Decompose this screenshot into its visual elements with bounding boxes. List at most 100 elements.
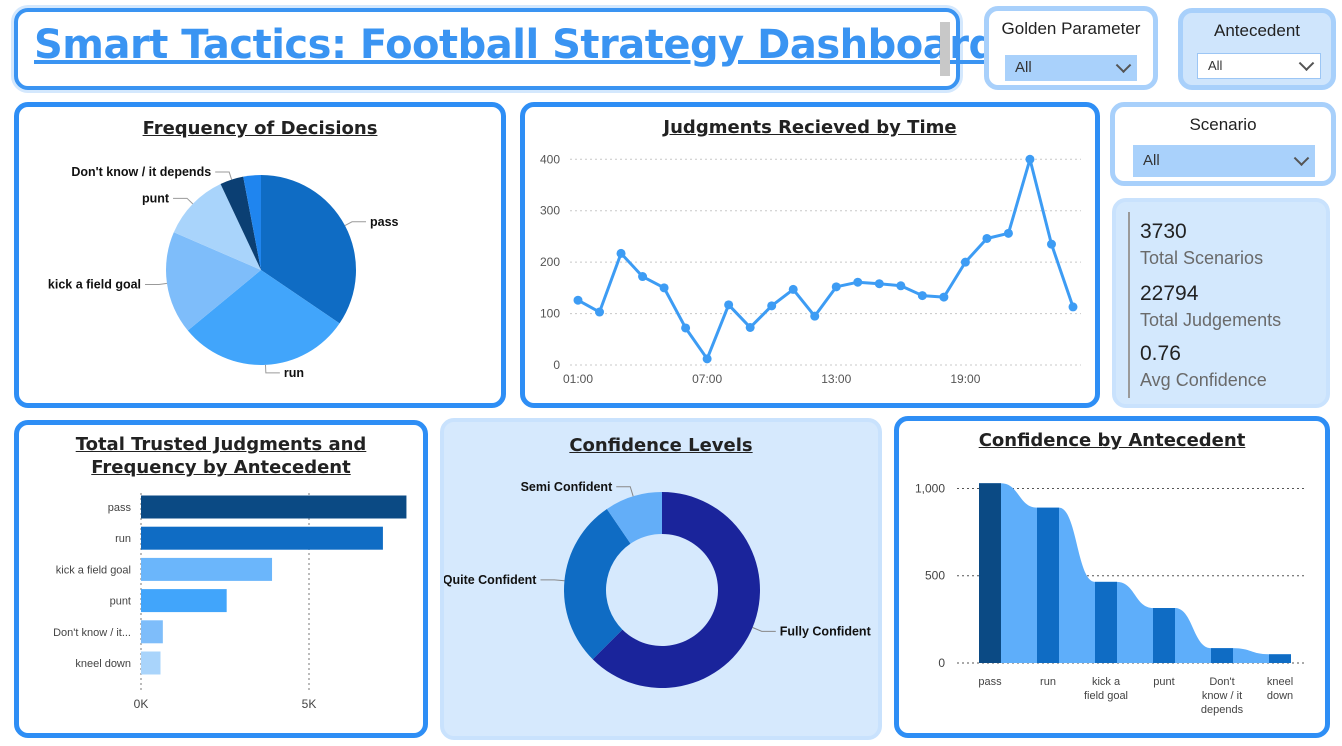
leader-line bbox=[145, 282, 168, 286]
confidence-chart-title: Confidence Levels bbox=[569, 435, 753, 456]
trusted-bar-chart[interactable]: 0K 5K pass run kick a field goal punt Don't kn… bbox=[19, 425, 423, 733]
antecedent-dropdown[interactable]: All bbox=[1197, 53, 1321, 79]
kpi-avg-confidence-label: Avg Confidence bbox=[1140, 370, 1267, 390]
column-don-t-know-it-depends bbox=[1211, 648, 1233, 663]
dashboard-title-card: Smart Tactics: Football Strategy Dashboa… bbox=[14, 8, 997, 90]
y-tick-label: 400 bbox=[540, 152, 560, 166]
y-tick-label: 1,000 bbox=[915, 481, 945, 495]
antecedent-ribbon-chart[interactable]: 0 500 1,000 pass run kick a field goal punt Don'… bbox=[899, 421, 1325, 733]
data-point bbox=[874, 279, 884, 289]
frequency-chart-title: Frequency of Decisions bbox=[142, 118, 378, 139]
antecedent-title: Antecedent bbox=[1213, 21, 1300, 40]
pie-slice-other bbox=[243, 175, 261, 270]
trusted-chart-title: Total Trusted Judgments and Frequency by… bbox=[75, 434, 367, 478]
scenario-slicer: Scenario All bbox=[1110, 102, 1336, 186]
category-label: kick a bbox=[1092, 676, 1121, 688]
slice-label-fully-confident: Fully Confident bbox=[780, 624, 872, 638]
x-tick-label: 01:00 bbox=[563, 372, 593, 386]
x-tick-label: 13:00 bbox=[821, 372, 851, 386]
category-label: run bbox=[115, 533, 131, 545]
slice-label-punt: punt bbox=[142, 191, 170, 205]
data-point bbox=[788, 284, 798, 294]
data-point bbox=[896, 281, 906, 291]
data-point bbox=[1068, 302, 1078, 312]
pie-slice-kick-a-field-goal bbox=[166, 232, 261, 331]
bar-don-t-know-it bbox=[141, 620, 163, 644]
category-label: punt bbox=[1153, 676, 1174, 688]
y-tick-label: 100 bbox=[540, 307, 560, 321]
data-point bbox=[853, 277, 863, 287]
donut-slice-semi-confident bbox=[606, 492, 662, 544]
data-point bbox=[573, 295, 583, 305]
y-tick-label: 0 bbox=[938, 656, 945, 670]
antecedent-value: All bbox=[1208, 58, 1223, 73]
category-label: kneel bbox=[1267, 676, 1293, 688]
leader-line bbox=[752, 627, 776, 632]
leader-line bbox=[264, 364, 280, 374]
slice-label-don-t-know-it-depends: Don't know / it depends bbox=[71, 165, 211, 179]
data-point bbox=[724, 300, 734, 310]
ribbon-area bbox=[979, 483, 1291, 663]
column-punt bbox=[1153, 608, 1175, 663]
kpi-avg-confidence-value: 0.76 bbox=[1140, 342, 1181, 365]
scenario-dropdown[interactable]: All bbox=[1133, 145, 1315, 177]
kpi-total-scenarios-label: Total Scenarios bbox=[1140, 248, 1264, 268]
category-label: Don't know / it... bbox=[53, 627, 131, 639]
frequency-pie-chart[interactable]: pass run kick a field goal punt Don't know /… bbox=[19, 107, 501, 403]
x-tick-label: 19:00 bbox=[950, 372, 980, 386]
x-tick-label: 07:00 bbox=[692, 372, 722, 386]
category-label: run bbox=[1040, 676, 1056, 688]
y-tick-label: 200 bbox=[540, 255, 560, 269]
column-kick-a-field-goal bbox=[1095, 581, 1117, 663]
confidence-by-antecedent-card: Confidence by Antecedent 0 500 1,000 pass ru… bbox=[894, 416, 1330, 738]
kpi-total-judgements-label: Total Judgements bbox=[1140, 310, 1282, 330]
donut-slice-quite-confident bbox=[564, 508, 631, 660]
data-point bbox=[595, 307, 605, 317]
bar-punt bbox=[141, 589, 227, 613]
column-pass bbox=[979, 483, 1001, 663]
category-label: Don't bbox=[1209, 676, 1234, 688]
slice-label-quite-confident: Quite Confident bbox=[444, 573, 537, 587]
frequency-of-decisions-card: Frequency of Decisions pass run kick a fie… bbox=[14, 102, 506, 408]
category-label: kneel down bbox=[75, 658, 131, 670]
data-point bbox=[1003, 228, 1013, 238]
y-tick-label: 300 bbox=[540, 204, 560, 218]
data-point bbox=[745, 322, 755, 332]
confidence-donut-chart[interactable]: Fully Confident Quite Confident Semi Confi… bbox=[444, 422, 878, 736]
pie-slice-don-t-know-it-depends bbox=[220, 176, 261, 270]
pie-slice-punt bbox=[173, 184, 261, 270]
chevron-down-icon bbox=[1298, 55, 1315, 72]
judgments-line-chart[interactable]: 0 100 200 300 400 01:00 07:00 13:00 19:00 bbox=[525, 107, 1095, 403]
pie-slice-pass bbox=[261, 175, 357, 324]
data-point bbox=[939, 292, 949, 302]
category-label: pass bbox=[978, 676, 1002, 688]
trusted-judgments-card: Total Trusted Judgments and Frequency by… bbox=[14, 420, 428, 738]
golden-parameter-dropdown[interactable]: All bbox=[1005, 55, 1137, 81]
y-tick-label: 0 bbox=[553, 358, 560, 372]
category-label: depends bbox=[1201, 704, 1244, 716]
bar-pass bbox=[141, 495, 407, 519]
slice-label-semi-confident: Semi Confident bbox=[521, 480, 614, 494]
data-point bbox=[767, 301, 777, 311]
category-label: pass bbox=[108, 502, 132, 514]
bar-kneel-down bbox=[141, 651, 161, 675]
bar-kick-a-field-goal bbox=[141, 557, 273, 581]
column-run bbox=[1037, 507, 1059, 663]
leader-line bbox=[344, 221, 367, 226]
data-point bbox=[831, 282, 841, 292]
antecedent-chart-title: Confidence by Antecedent bbox=[978, 430, 1246, 451]
leader-line bbox=[215, 171, 233, 180]
golden-parameter-slicer: Golden Parameter All bbox=[984, 6, 1158, 90]
category-label: kick a field goal bbox=[56, 564, 131, 576]
data-point bbox=[810, 311, 820, 321]
x-tick-label: 0K bbox=[134, 697, 149, 711]
kpi-total-scenarios-value: 3730 bbox=[1140, 220, 1187, 243]
category-label: punt bbox=[110, 596, 131, 608]
judgments-by-time-card: Judgments Recieved by Time 0 100 200 300 400… bbox=[520, 102, 1100, 408]
kpi-total-judgements-value: 22794 bbox=[1140, 282, 1199, 305]
leader-line bbox=[173, 197, 194, 205]
column-kneel-down bbox=[1269, 654, 1291, 663]
dashboard-title[interactable]: Smart Tactics: Football Strategy Dashboa… bbox=[34, 22, 997, 68]
confidence-levels-card: Confidence Levels Fully Confident Quite C… bbox=[440, 418, 882, 740]
chevron-down-icon bbox=[1115, 57, 1132, 74]
